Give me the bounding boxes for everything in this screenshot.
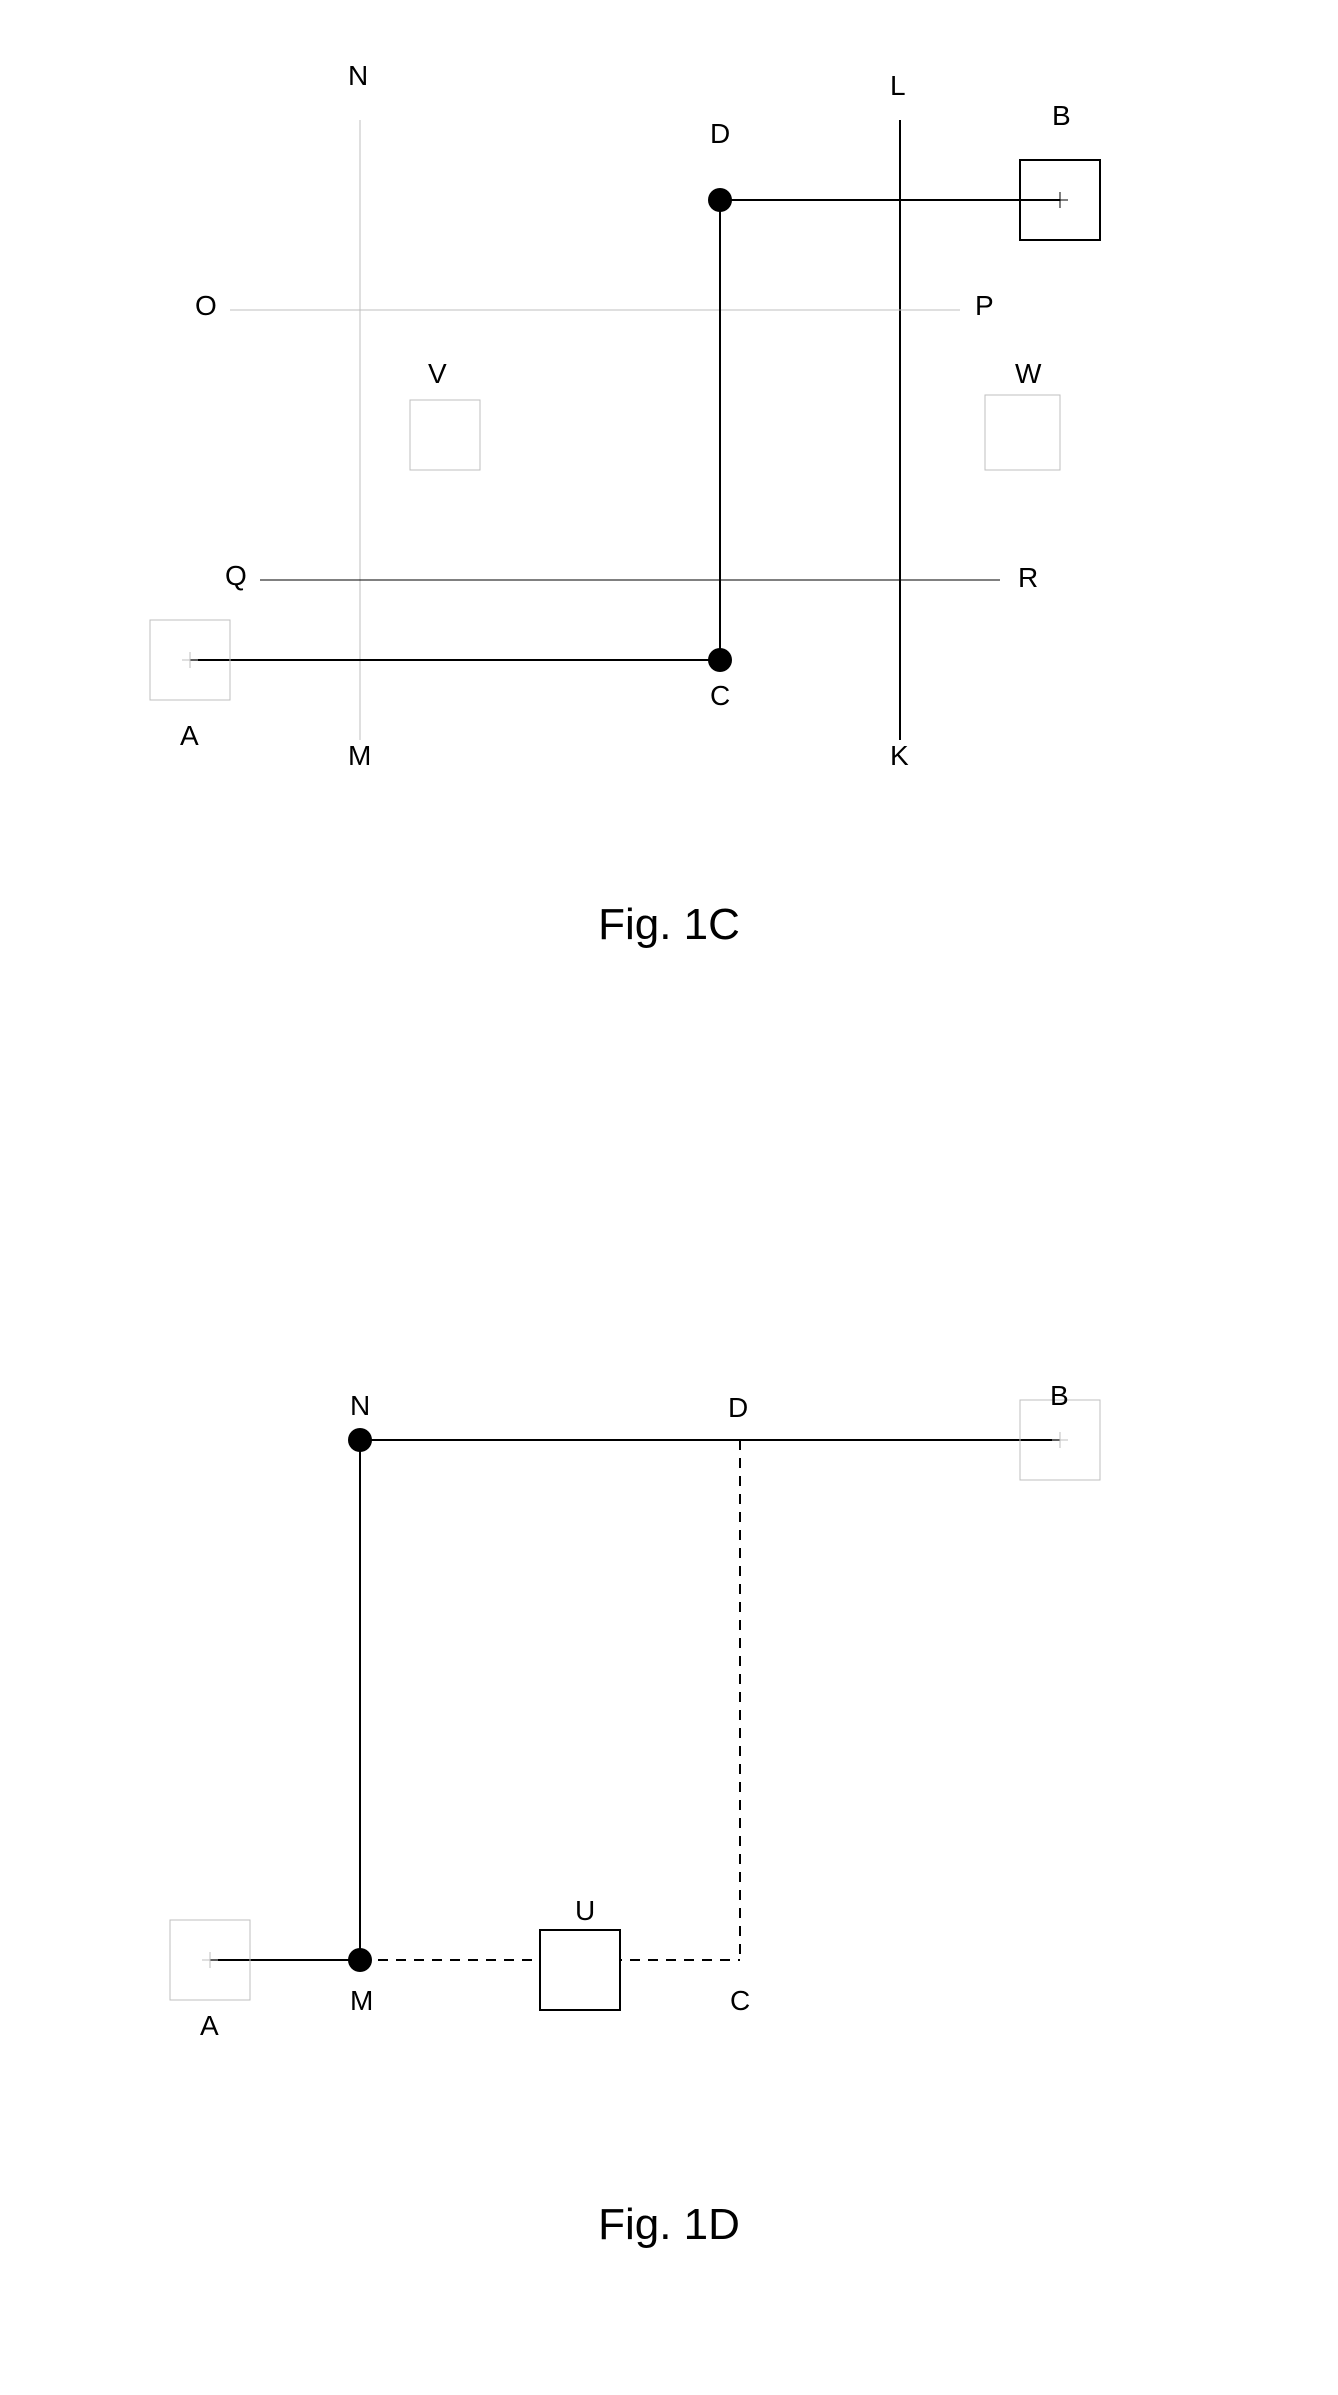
label-A-d: A — [200, 2010, 219, 2042]
label-W: W — [1015, 358, 1041, 390]
label-K: K — [890, 740, 909, 772]
fig-1c-svg — [0, 40, 1338, 840]
fig-1d-svg — [0, 1280, 1338, 2100]
label-M-d: M — [350, 1985, 373, 2017]
fig-1c-caption: Fig. 1C — [0, 900, 1338, 950]
label-Q: Q — [225, 560, 247, 592]
label-U-d: U — [575, 1895, 595, 1927]
label-B: B — [1052, 100, 1071, 132]
label-C-d: C — [730, 1985, 750, 2017]
label-B-d: B — [1050, 1380, 1069, 1412]
fig-1d-caption: Fig. 1D — [0, 2200, 1338, 2250]
label-D: D — [710, 118, 730, 150]
label-C: C — [710, 680, 730, 712]
label-N-d: N — [350, 1390, 370, 1422]
label-R: R — [1018, 562, 1038, 594]
label-P: P — [975, 290, 994, 322]
label-O: O — [195, 290, 217, 322]
label-L: L — [890, 70, 906, 102]
label-N: N — [348, 60, 368, 92]
label-D-d: D — [728, 1392, 748, 1424]
label-M: M — [348, 740, 371, 772]
label-V: V — [428, 358, 447, 390]
page: N L B D O P V W Q R A C M K Fig. 1C N D … — [0, 0, 1338, 2395]
label-A: A — [180, 720, 199, 752]
